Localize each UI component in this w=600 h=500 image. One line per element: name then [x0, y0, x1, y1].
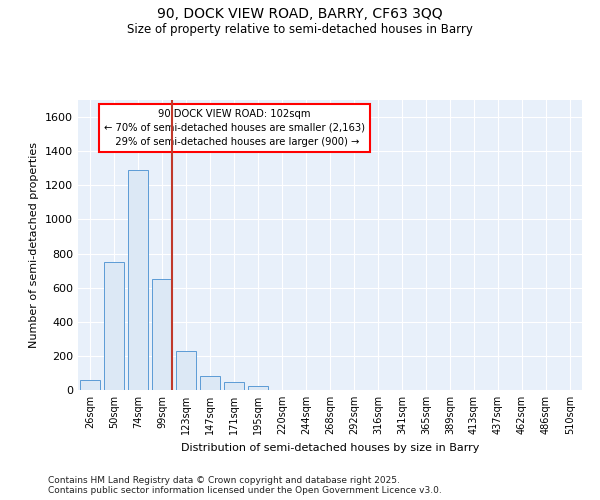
Bar — [152, 279, 172, 390]
X-axis label: Distribution of semi-detached houses by size in Barry: Distribution of semi-detached houses by … — [181, 442, 479, 452]
Text: Contains HM Land Registry data © Crown copyright and database right 2025.
Contai: Contains HM Land Registry data © Crown c… — [48, 476, 442, 495]
Text: 90 DOCK VIEW ROAD: 102sqm
← 70% of semi-detached houses are smaller (2,163)
  29: 90 DOCK VIEW ROAD: 102sqm ← 70% of semi-… — [104, 108, 365, 146]
Bar — [128, 170, 148, 390]
Text: 90, DOCK VIEW ROAD, BARRY, CF63 3QQ: 90, DOCK VIEW ROAD, BARRY, CF63 3QQ — [157, 8, 443, 22]
Bar — [224, 382, 244, 390]
Bar — [248, 386, 268, 390]
Text: Size of property relative to semi-detached houses in Barry: Size of property relative to semi-detach… — [127, 22, 473, 36]
Bar — [80, 380, 100, 390]
Bar — [176, 351, 196, 390]
Bar — [104, 262, 124, 390]
Bar — [200, 376, 220, 390]
Y-axis label: Number of semi-detached properties: Number of semi-detached properties — [29, 142, 40, 348]
